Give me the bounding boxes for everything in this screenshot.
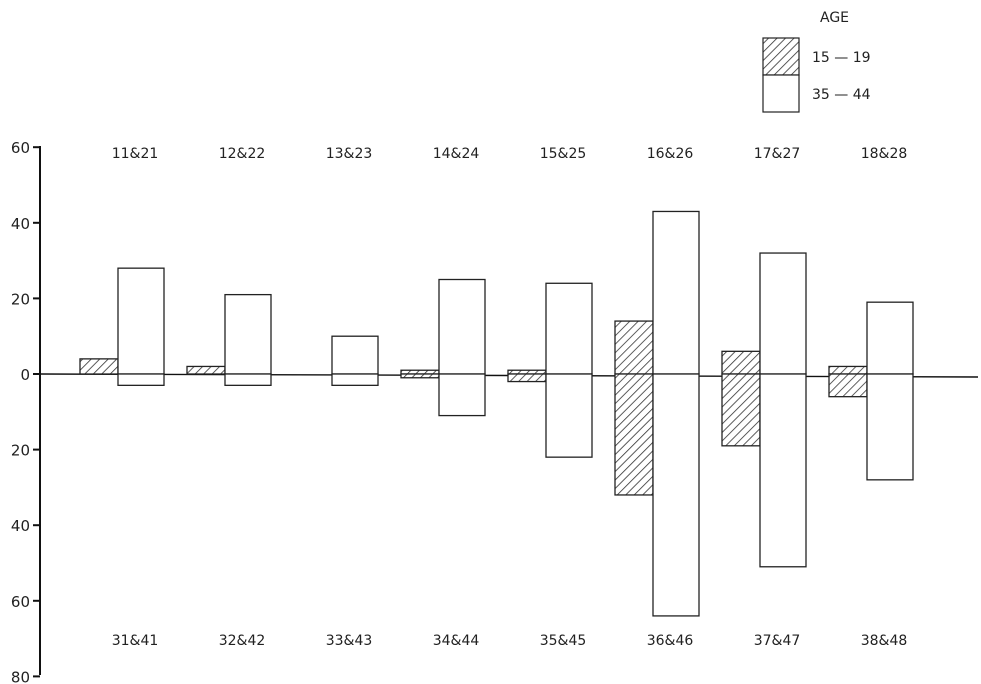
bar-open-upper [117,267,165,375]
bar-open-upper [652,210,700,375]
bar-open-lower [652,373,700,617]
bar-open-upper [224,293,272,375]
bar-open-upper [545,282,593,375]
category-label-lower: 37&47 [754,633,801,649]
y-tick-label: 20 [11,442,30,460]
bar-hatched-upper [79,358,119,375]
category-label-lower: 32&42 [219,633,266,649]
category-label-upper: 14&24 [433,146,480,162]
category-label-upper: 15&25 [540,146,587,162]
category-label-upper: 13&23 [326,146,373,162]
bar-hatched-upper [721,350,761,375]
bar-open-lower [866,373,914,481]
bar-hatched-upper [186,365,226,375]
bar-open-lower [759,373,807,568]
legend-entry-label: 35 — 44 [812,87,871,103]
y-tick-label: 40 [11,517,30,535]
y-tick-label: 80 [11,668,30,684]
bars [79,210,914,617]
category-label-upper: 11&21 [112,146,159,162]
legend-swatch-hatched [762,37,800,76]
bar-open-lower [117,373,165,386]
category-label-upper: 18&28 [861,146,908,162]
category-label-lower: 35&45 [540,633,587,649]
category-label-lower: 31&41 [112,633,159,649]
legend: AGE 15 — 19 35 — 44 [762,10,871,113]
category-labels: 11&21 31&41 12&22 32&42 13&23 33&43 14&24 34&44… [112,146,908,649]
bar-hatched-lower [507,373,547,383]
bar-hatched-lower [721,373,761,447]
bar-hatched-upper [828,365,868,375]
category-label-lower: 34&44 [433,633,480,649]
bar-hatched-lower [828,373,868,398]
bar-open-upper [866,301,914,375]
bar-open-lower [331,373,379,386]
legend-entry-label: 15 — 19 [812,50,871,66]
legend-title: AGE [820,10,849,26]
category-label-upper: 16&26 [647,146,694,162]
category-label-lower: 33&43 [326,633,373,649]
y-tick-label: 60 [11,593,30,611]
y-tick-label: 20 [11,290,30,308]
bar-open-upper [438,278,486,375]
bar-open-upper [759,252,807,375]
bar-open-lower [224,373,272,386]
bar-hatched-upper [614,320,654,375]
legend-swatch-open [762,74,800,113]
category-label-lower: 36&46 [647,633,694,649]
category-label-upper: 17&27 [754,146,801,162]
bar-open-lower [545,373,593,458]
category-label-lower: 38&48 [861,633,908,649]
bar-open-upper [331,335,379,375]
bar-open-lower [438,373,486,417]
y-tick-label: 60 [11,139,30,157]
y-axis-ticks: 60 40 20 0 20 40 60 80 [11,139,40,684]
bar-hatched-lower [400,373,440,379]
category-label-upper: 12&22 [219,146,266,162]
y-tick-label: 40 [11,215,30,233]
y-tick-label: 0 [20,366,30,384]
bar-hatched-lower [614,373,654,496]
